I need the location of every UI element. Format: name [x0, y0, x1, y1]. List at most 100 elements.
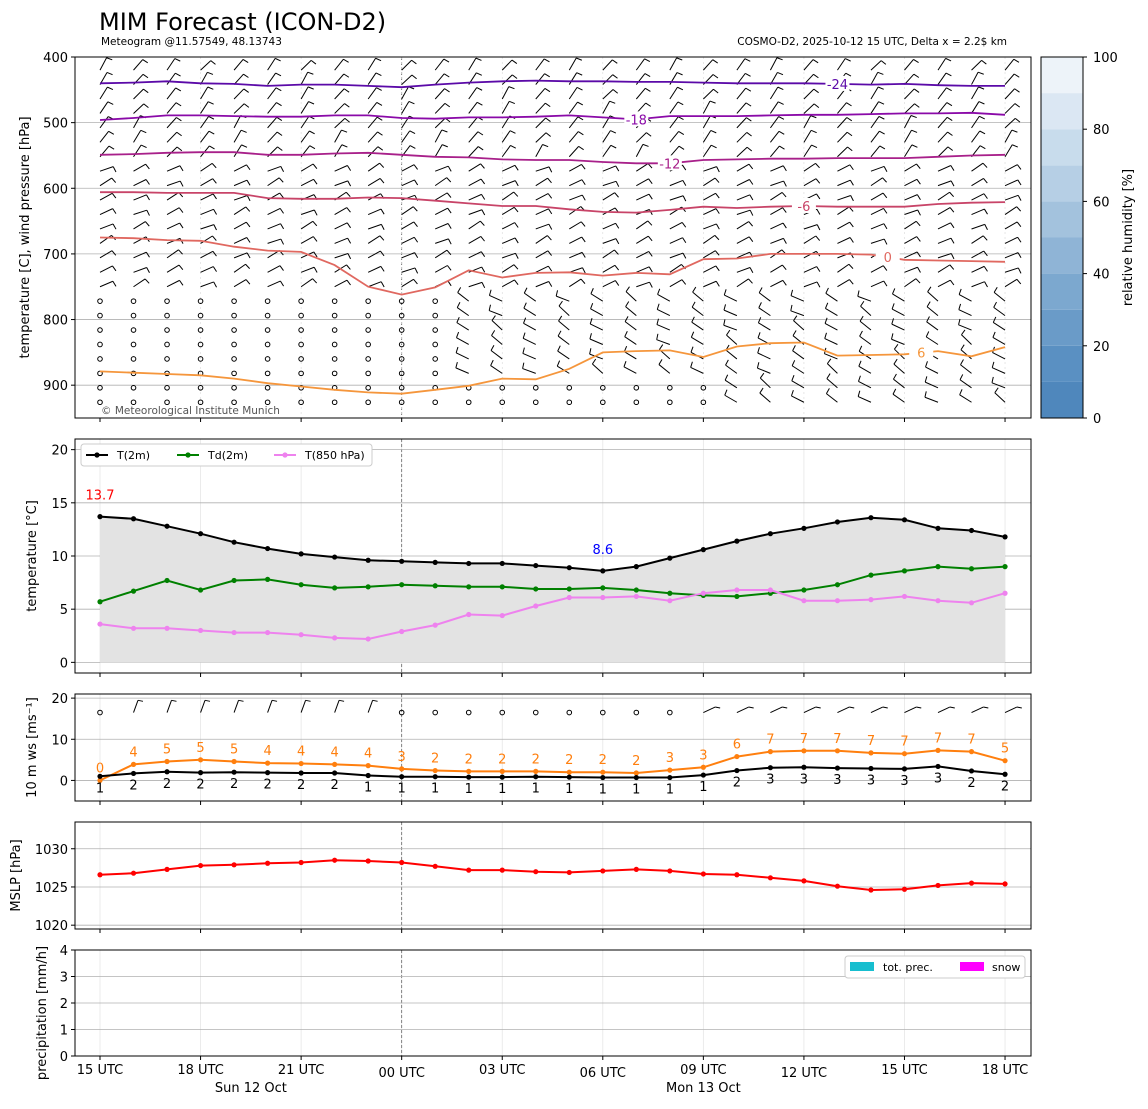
wind-barb-staff — [837, 279, 850, 288]
wind-barb-flag — [880, 60, 887, 65]
wind-barb-flag — [509, 100, 515, 105]
wind-barb-staff — [133, 194, 147, 201]
wind-barb-flag — [878, 115, 885, 120]
copyright-note: © Meteorological Institute Munich — [101, 405, 280, 417]
wind-barb-flag — [748, 278, 753, 284]
wind-barb-flag — [543, 58, 550, 63]
wind-barb-flag — [307, 86, 314, 90]
wind-barb-flag — [614, 280, 620, 286]
wind-barb-staff — [334, 700, 340, 713]
wind-barb-staff — [635, 132, 647, 143]
wind-barb-flag — [212, 250, 217, 257]
wind-barb-flag — [883, 238, 888, 245]
wind-barb-flag — [312, 278, 318, 284]
wind-barb-flag — [911, 129, 918, 133]
windspeed-point — [901, 766, 908, 772]
wind-barb-flag — [849, 221, 854, 228]
windspeed-label: 3 — [867, 773, 875, 788]
t850-point — [901, 593, 908, 600]
wind-barb-flag — [723, 304, 727, 311]
wind-barb-flag — [816, 224, 821, 231]
wind-barb-staff — [657, 309, 671, 317]
wind-barb-staff — [267, 87, 277, 100]
t2m-point — [633, 564, 639, 570]
wind-barb-flag — [615, 238, 620, 245]
wind-barb-staff — [636, 235, 649, 244]
wind-barb-staff — [736, 278, 749, 288]
wind-barb-flag — [1017, 267, 1022, 274]
wind-barb-flag — [589, 348, 592, 355]
wind-barb-staff — [99, 130, 110, 143]
wind-barb-flag — [545, 132, 551, 137]
calm-wind-circle — [600, 385, 606, 391]
windspeed-label: 1 — [498, 782, 506, 797]
wind-barb-staff — [870, 72, 879, 85]
calm-wind-circle — [432, 312, 439, 319]
legend-box — [844, 955, 1026, 979]
wind-barb-staff — [300, 116, 310, 129]
wind-barb-flag — [725, 359, 729, 366]
wind-barb-staff — [971, 178, 984, 187]
calm-wind-circle — [264, 327, 271, 333]
wind-barb-staff — [636, 193, 650, 201]
wind-barb-flag — [776, 57, 783, 61]
gust-label: 4 — [263, 744, 271, 759]
wind-barb-flag — [925, 361, 928, 368]
wind-barb-flag — [210, 60, 216, 65]
wind-barb-staff — [558, 320, 570, 331]
wind-barb-flag — [883, 280, 888, 287]
wind-barb-staff — [200, 235, 213, 244]
wind-barb-staff — [233, 195, 248, 201]
wind-barb-staff — [602, 222, 616, 230]
calm-wind-circle — [432, 298, 439, 304]
td2m-point — [901, 568, 908, 574]
gust-point — [533, 768, 539, 774]
y-tick-label: 10 — [51, 733, 68, 748]
wind-barb-flag — [313, 179, 318, 185]
wind-barb-flag — [612, 59, 618, 64]
td2m-point — [197, 587, 204, 593]
wind-barb-flag — [212, 193, 217, 200]
colorbar-tick-label: 20 — [1093, 340, 1110, 355]
wind-barb-flag — [950, 237, 955, 244]
wind-barb-flag — [614, 264, 620, 271]
wind-barb-flag — [781, 192, 787, 198]
wind-barb-flag — [657, 288, 661, 295]
wind-barb-staff — [523, 307, 537, 317]
wind-barb-flag — [916, 194, 921, 201]
wind-barb-flag — [656, 303, 660, 310]
wind-barb-staff — [971, 130, 981, 143]
t850-line — [99, 589, 1006, 641]
wind-barb-staff — [837, 221, 850, 230]
colorbar-segment — [1041, 237, 1083, 274]
t2m-point — [734, 538, 740, 544]
time-tick-label: 00 UTC — [378, 1066, 424, 1081]
calm-wind-circle — [130, 327, 137, 333]
wind-barb-flag — [723, 319, 726, 326]
wind-barb-staff — [166, 102, 177, 114]
chart-title: MIM Forecast (ICON-D2) — [99, 8, 386, 36]
wind-barb-flag — [946, 87, 952, 92]
wind-barb-flag — [981, 60, 987, 65]
windspeed-point — [466, 774, 472, 780]
wind-barb-staff — [401, 179, 415, 187]
wind-barb-flag — [913, 73, 920, 78]
wind-barb-flag — [556, 360, 561, 367]
wind-barb-staff — [725, 364, 738, 374]
wind-barb-flag — [442, 144, 448, 148]
wind-barb-flag — [380, 250, 385, 257]
calm-wind-circle — [532, 709, 539, 716]
wind-barb-staff — [758, 322, 771, 331]
wind-barb-flag — [380, 266, 385, 272]
windspeed-label: 1 — [699, 780, 707, 795]
gust-point — [499, 768, 505, 774]
wind-barb-flag — [581, 179, 586, 186]
wind-barb-staff — [703, 177, 716, 187]
wind-barb-flag — [347, 180, 352, 187]
windspeed-point — [197, 770, 204, 776]
wind-barb-flag — [950, 253, 955, 260]
wind-barb-staff — [367, 102, 378, 114]
wind-barb-flag — [491, 315, 496, 321]
wind-barb-flag — [455, 361, 458, 369]
wind-barb-staff — [904, 251, 918, 259]
